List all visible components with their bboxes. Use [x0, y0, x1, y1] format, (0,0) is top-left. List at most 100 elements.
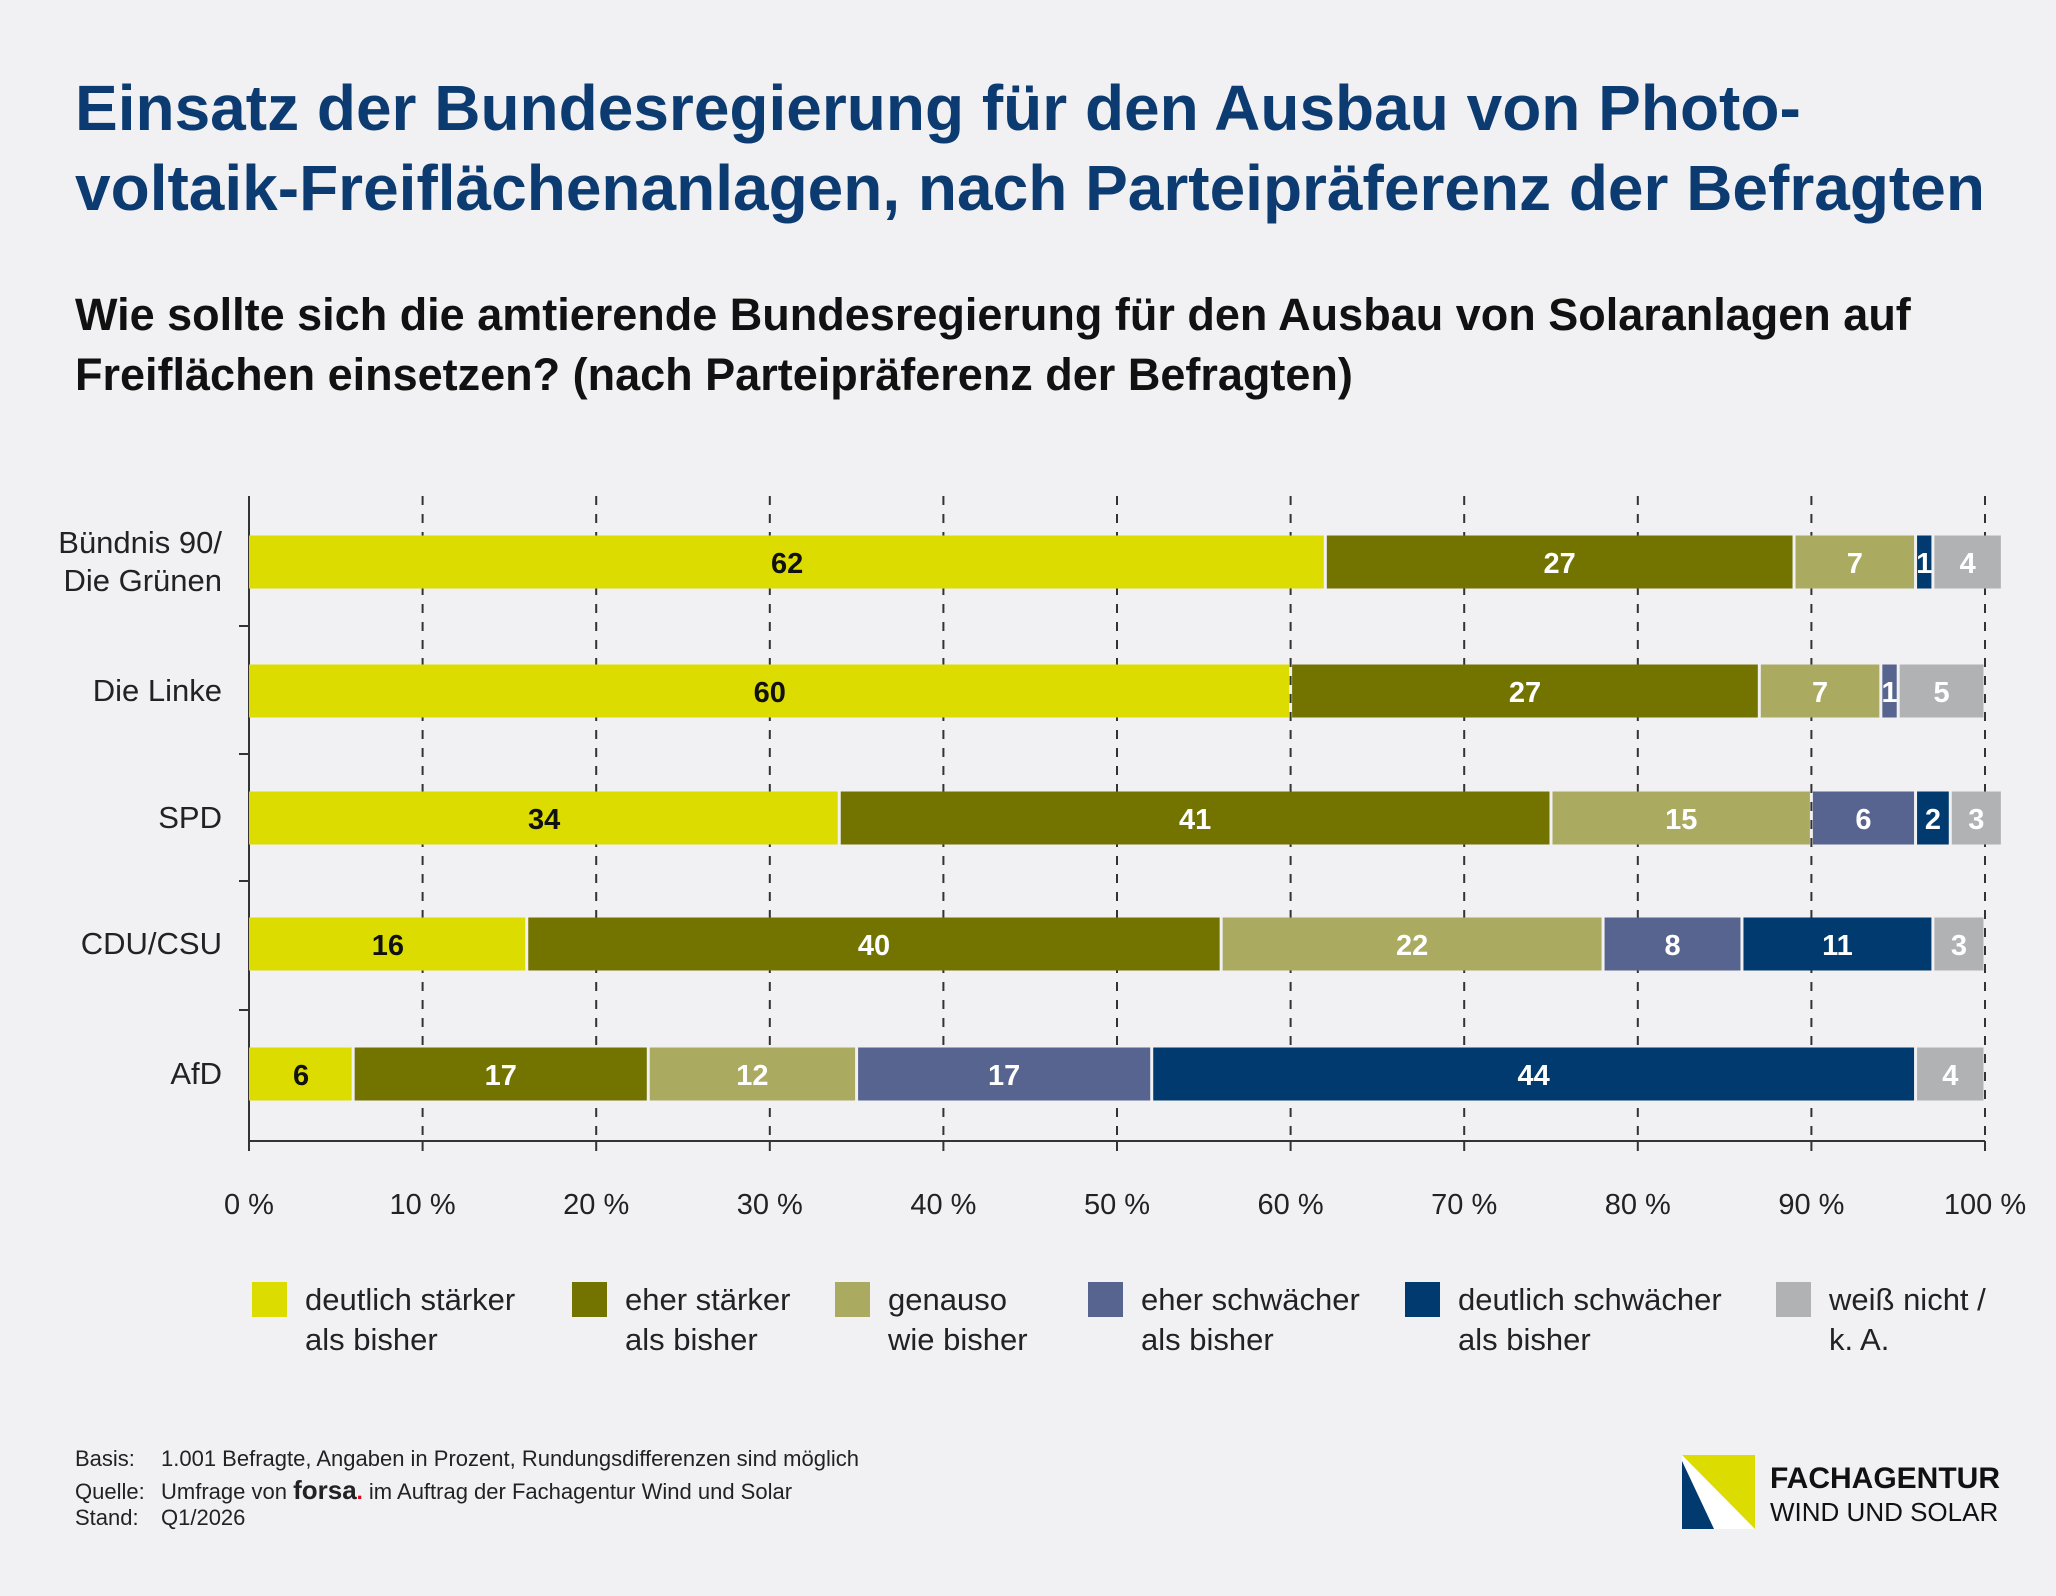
- bar-segment: [1326, 535, 1793, 589]
- quelle-text: im Auftrag der Fachagentur Wind und Sola…: [368, 1479, 793, 1504]
- bar-segment: [858, 1047, 1151, 1101]
- legend-swatch: [1776, 1282, 1811, 1317]
- bar-segment: [840, 791, 1550, 845]
- bar-segment: [249, 1047, 352, 1101]
- bar-segment: [1552, 791, 1810, 845]
- bar-segment: [249, 917, 526, 971]
- legend-label: weiß nicht / k. A.: [1829, 1282, 1986, 1357]
- subtitle-line: Freiflächen einsetzen? (nach Parteipräfe…: [75, 349, 1353, 400]
- x-tick-label: 10 %: [390, 1189, 456, 1221]
- legend-swatch: [1088, 1282, 1123, 1317]
- legend-item: eher schwächer als bisher: [1088, 1280, 1360, 1360]
- bar-value-label: 60: [754, 677, 786, 709]
- bar-segment: [1917, 1047, 1984, 1101]
- bar-segment: [1934, 535, 2001, 589]
- basis-text: 1.001 Befragte, Angaben in Prozent, Rund…: [161, 1446, 859, 1471]
- bar-value-label: 5: [1934, 677, 1950, 709]
- legend-label: eher stärker als bisher: [625, 1282, 791, 1357]
- category-label: AfD: [170, 1056, 222, 1091]
- bar-value-label: 44: [1518, 1060, 1550, 1092]
- logo-text-line1: FACHAGENTUR: [1770, 1462, 2000, 1495]
- bar-value-label: 7: [1847, 548, 1863, 580]
- bar-value-label: 12: [736, 1060, 768, 1092]
- x-tick-label: 60 %: [1258, 1189, 1324, 1221]
- subtitle-line: Wie sollte sich die amtierende Bundesreg…: [75, 289, 1911, 340]
- bar-value-label: 27: [1544, 548, 1576, 580]
- bar-segment: [249, 664, 1290, 718]
- chart-subtitle: Wie sollte sich die amtierende Bundesreg…: [75, 285, 2025, 405]
- bar-segment: [1934, 917, 1984, 971]
- stand-text: Q1/2026: [161, 1505, 246, 1530]
- bar-segment: [649, 1047, 856, 1101]
- bar-value-label: 1: [1881, 677, 1897, 709]
- category-label: CDU/CSU: [81, 926, 222, 961]
- legend-item: eher stärker als bisher: [572, 1280, 790, 1360]
- footer-stand: Stand: Q1/2026: [75, 1505, 245, 1531]
- category-label: Bündnis 90/: [58, 525, 222, 560]
- category-label: Die Grünen: [63, 563, 222, 598]
- bar-value-label: 62: [771, 548, 803, 580]
- x-tick-label: 70 %: [1431, 1189, 1497, 1221]
- logo-text-line2: WIND UND SOLAR: [1770, 1497, 1999, 1527]
- bar-segment: [249, 535, 1324, 589]
- bar-value-label: 17: [485, 1060, 517, 1092]
- legend-label: deutlich stärker als bisher: [305, 1282, 516, 1357]
- legend-label: genauso wie bisher: [888, 1282, 1028, 1357]
- bar-segment: [1899, 664, 1984, 718]
- bar-segment: [354, 1047, 647, 1101]
- bar-value-label: 8: [1664, 930, 1680, 962]
- bar-value-label: 40: [858, 930, 890, 962]
- bar-value-label: 16: [372, 930, 404, 962]
- bar-value-label: 4: [1960, 548, 1976, 580]
- legend-item: deutlich schwächer als bisher: [1405, 1280, 1722, 1360]
- basis-label: Basis:: [75, 1446, 135, 1471]
- bar-value-label: 17: [988, 1060, 1020, 1092]
- x-tick-label: 80 %: [1605, 1189, 1671, 1221]
- bar-value-label: 6: [293, 1060, 309, 1092]
- bar-segment: [1222, 917, 1602, 971]
- bar-segment: [1760, 664, 1880, 718]
- quelle-text: Umfrage von: [161, 1479, 287, 1504]
- legend-item: weiß nicht / k. A.: [1776, 1280, 1986, 1360]
- bar-value-label: 15: [1665, 804, 1697, 836]
- category-label: SPD: [158, 800, 222, 835]
- bar-segment: [1743, 917, 1932, 971]
- legend-label: eher schwächer als bisher: [1141, 1282, 1360, 1357]
- x-tick-label: 30 %: [737, 1189, 803, 1221]
- bar-value-label: 22: [1396, 930, 1428, 962]
- bar-segment: [528, 917, 1220, 971]
- x-tick-label: 50 %: [1084, 1189, 1150, 1221]
- bar-segment: [1604, 917, 1741, 971]
- bar-value-label: 4: [1942, 1060, 1958, 1092]
- bar-segment: [1153, 1047, 1915, 1101]
- legend-item: genauso wie bisher: [835, 1280, 1028, 1360]
- legend-item: deutlich stärker als bisher: [252, 1280, 515, 1360]
- bar-segment: [1882, 664, 1897, 718]
- title-line: voltaik-Freiflächenanlagen, nach Parteip…: [75, 152, 1985, 224]
- legend-swatch: [1405, 1282, 1440, 1317]
- bar-value-label: 11: [1822, 930, 1853, 962]
- bar-segment: [1917, 535, 1932, 589]
- legend-swatch: [572, 1282, 607, 1317]
- bar-value-label: 1: [1916, 548, 1932, 580]
- legend-label: deutlich schwächer als bisher: [1458, 1282, 1722, 1357]
- bar-segment: [1292, 664, 1758, 718]
- x-tick-label: 20 %: [563, 1189, 629, 1221]
- forsa-logo: forsa: [293, 1475, 357, 1505]
- bar-segment: [249, 791, 838, 845]
- bar-value-label: 34: [528, 804, 560, 836]
- bar-segment: [1917, 791, 1949, 845]
- x-tick-label: 90 %: [1778, 1189, 1844, 1221]
- bar-value-label: 6: [1855, 804, 1871, 836]
- chart-title: Einsatz der Bundesregierung für den Ausb…: [75, 68, 2025, 228]
- bar-value-label: 27: [1509, 677, 1541, 709]
- quelle-label: Quelle:: [75, 1479, 145, 1504]
- title-line: Einsatz der Bundesregierung für den Ausb…: [75, 72, 1801, 144]
- bar-segment: [1795, 535, 1915, 589]
- bar-value-label: 3: [1968, 804, 1984, 836]
- bar-value-label: 2: [1925, 804, 1941, 836]
- x-tick-label: 100 %: [1944, 1189, 2026, 1221]
- bar-value-label: 3: [1951, 930, 1967, 962]
- x-tick-label: 40 %: [910, 1189, 976, 1221]
